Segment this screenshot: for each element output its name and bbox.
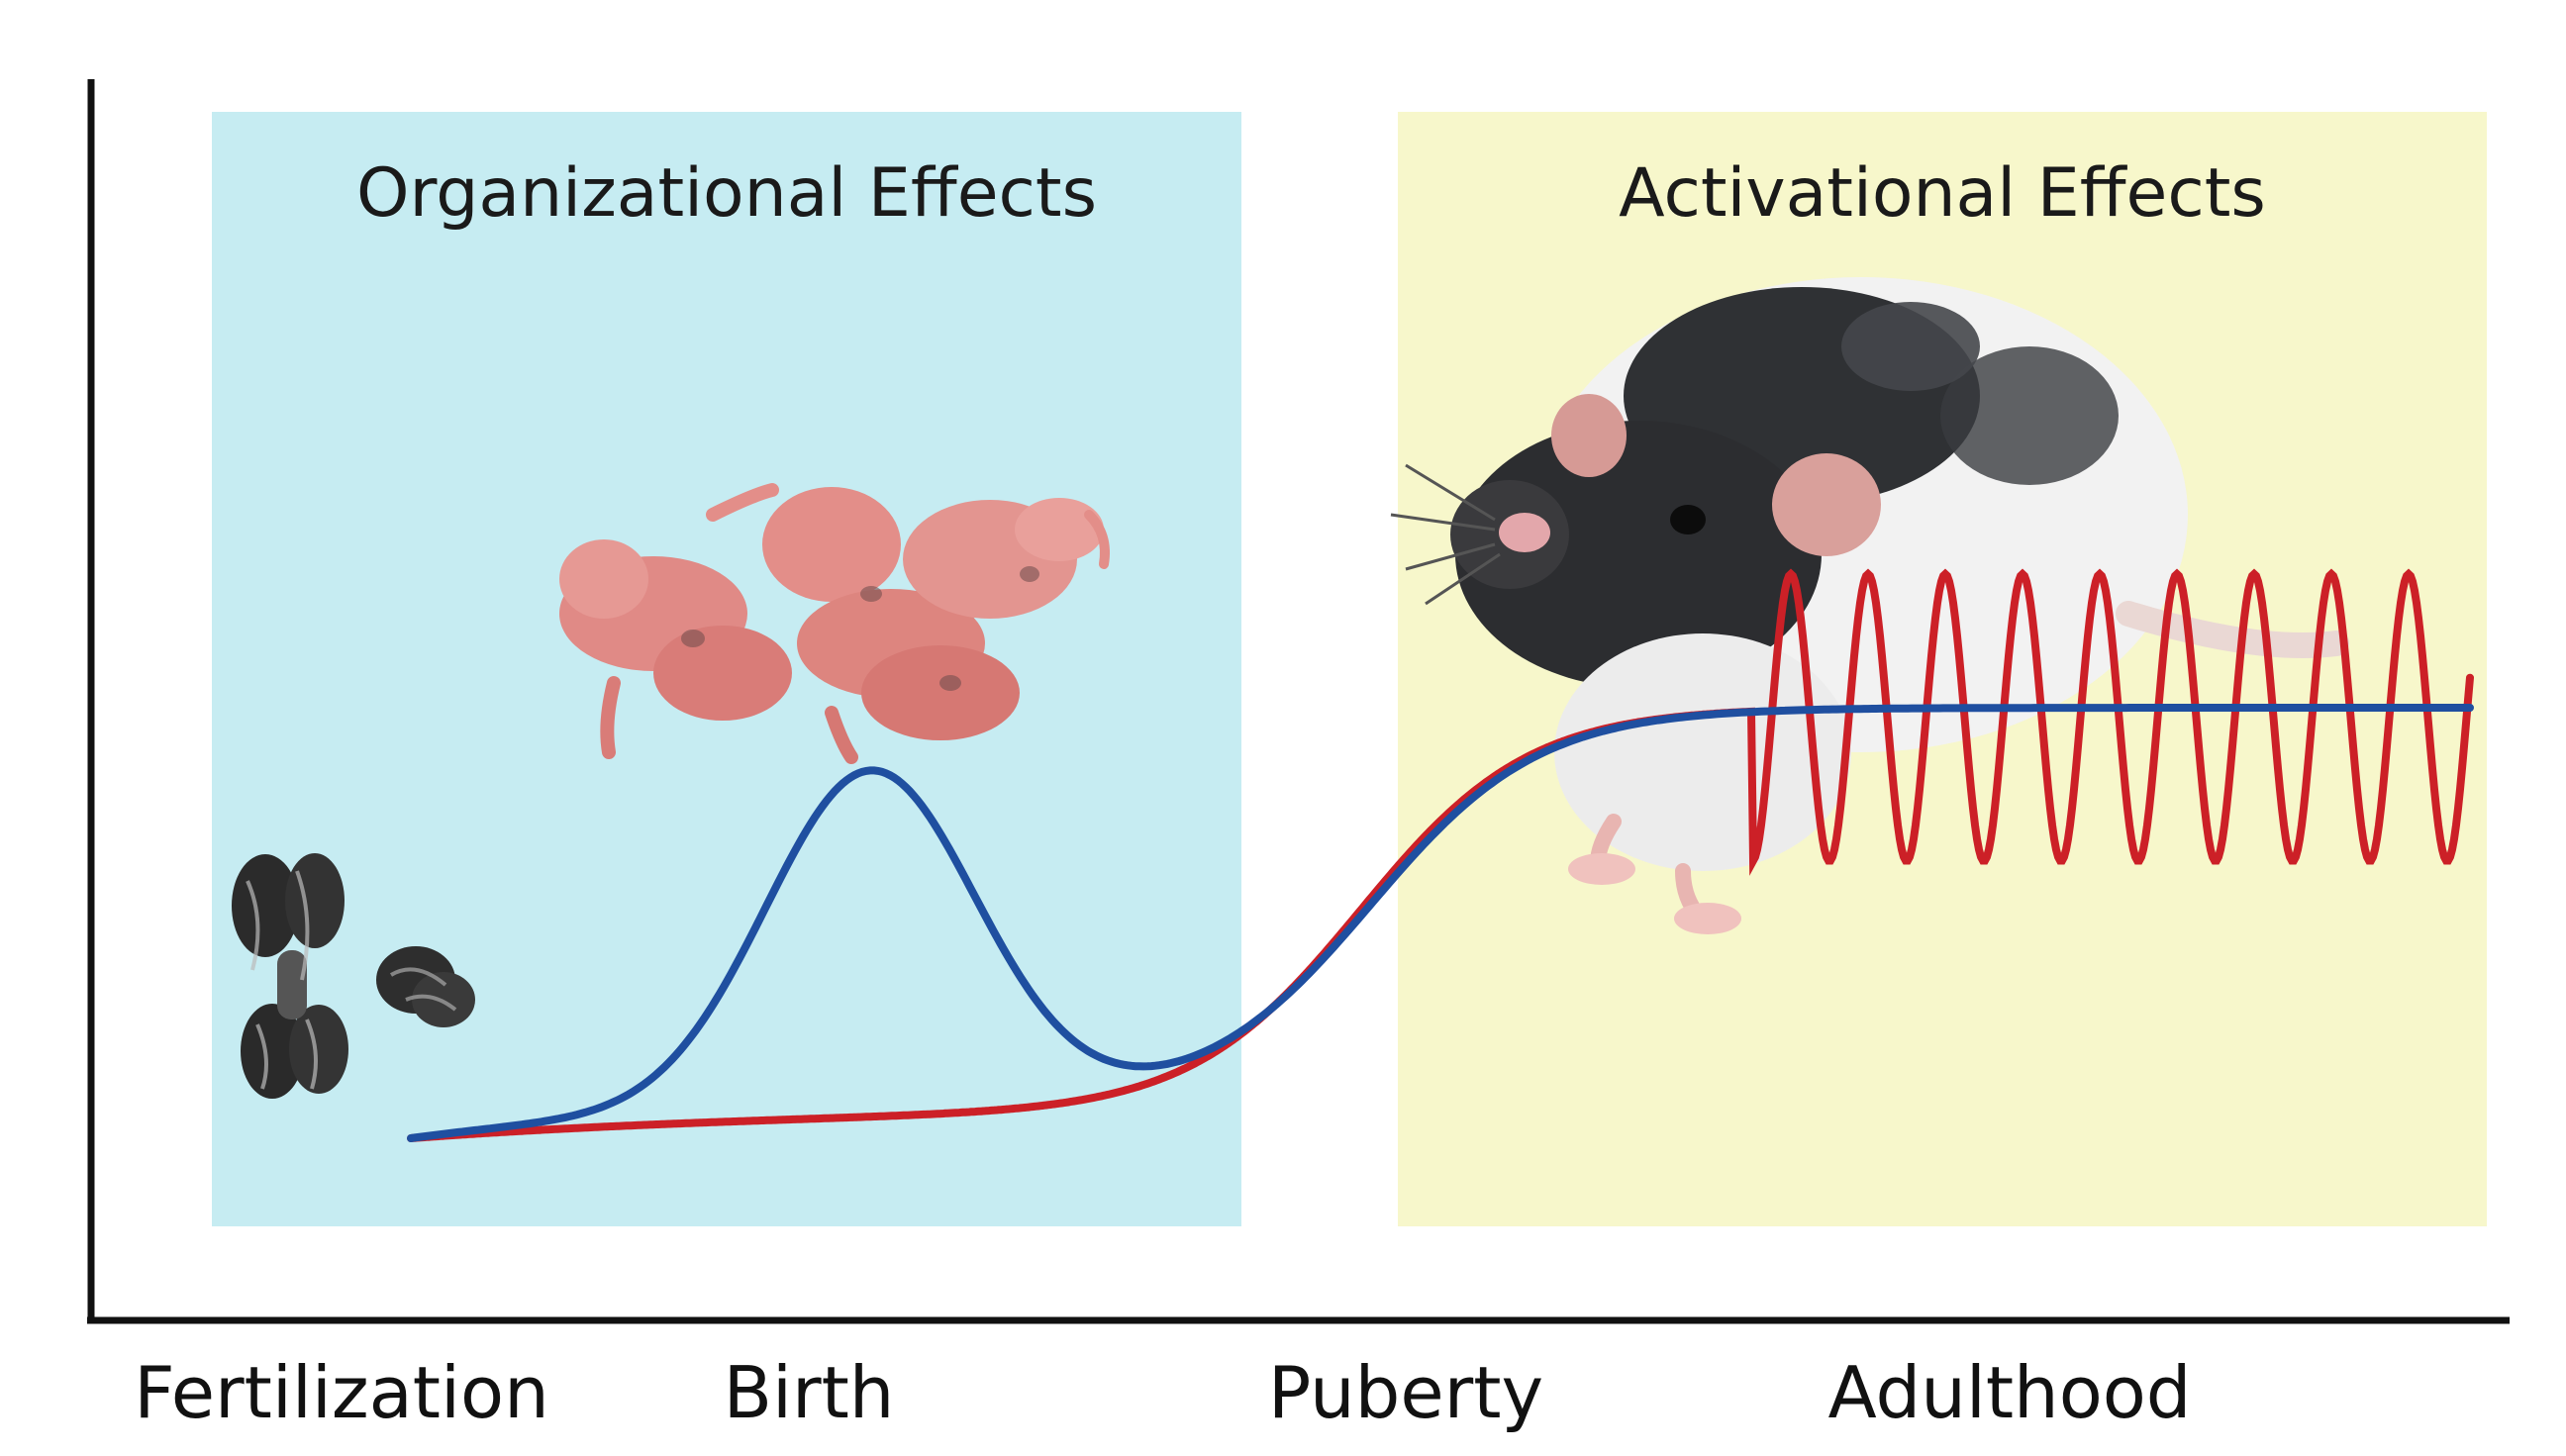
label-adulthood: Adulthood: [1828, 1351, 2192, 1434]
organizational-effects-title: Organizational Effects: [356, 154, 1097, 233]
label-birth: Birth: [724, 1351, 895, 1434]
newborn-rat-pups-icon: [559, 483, 1110, 764]
red-hormone-curve: [407, 568, 2474, 1142]
chromosome-icon: [232, 853, 475, 1099]
adult-rat-icon: [1390, 277, 2349, 934]
activational-effects-title: Activational Effects: [1619, 154, 2266, 233]
blue-hormone-curve: [407, 704, 2474, 1142]
label-puberty: Puberty: [1268, 1351, 1543, 1434]
hormone-curves: [407, 568, 2474, 1142]
label-fertilization: Fertilization: [134, 1351, 548, 1434]
